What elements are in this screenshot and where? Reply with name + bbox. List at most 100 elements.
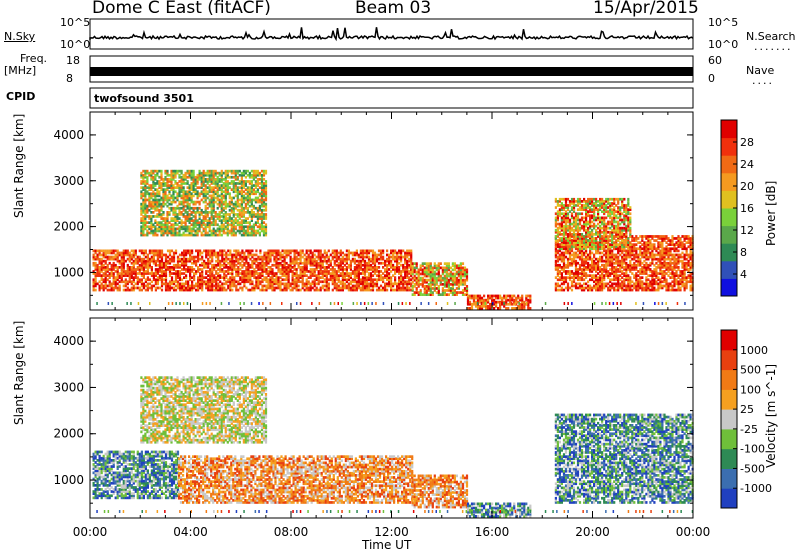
range-cell bbox=[92, 286, 95, 290]
range-cell bbox=[651, 247, 654, 251]
range-cell bbox=[325, 251, 328, 255]
range-cell bbox=[470, 305, 474, 308]
range-cell bbox=[597, 214, 600, 218]
range-cell bbox=[566, 286, 570, 290]
range-cell bbox=[689, 280, 692, 284]
range-cell bbox=[136, 257, 139, 261]
range-cell bbox=[643, 288, 646, 292]
range-cell bbox=[599, 278, 602, 282]
range-cell bbox=[259, 249, 262, 253]
range-cell bbox=[138, 249, 141, 253]
range-cell bbox=[476, 307, 480, 310]
range-cell bbox=[463, 293, 467, 296]
range-cell bbox=[601, 255, 604, 259]
range-cell bbox=[651, 249, 654, 253]
range-cell bbox=[170, 280, 174, 284]
range-cell bbox=[343, 253, 346, 257]
range-cell bbox=[319, 286, 322, 290]
range-cell bbox=[361, 288, 365, 292]
range-cell bbox=[404, 253, 407, 257]
range-cell bbox=[589, 218, 592, 222]
range-cell bbox=[406, 284, 409, 288]
range-cell bbox=[566, 263, 570, 267]
range-cell bbox=[681, 259, 684, 263]
range-cell bbox=[631, 280, 634, 284]
range-cell bbox=[231, 280, 234, 284]
range-cell bbox=[333, 272, 336, 275]
range-cell bbox=[617, 228, 620, 232]
range-cell bbox=[519, 298, 522, 302]
range-cell bbox=[568, 228, 572, 232]
range-cell bbox=[633, 257, 636, 261]
range-cell bbox=[377, 257, 381, 261]
range-cell bbox=[593, 276, 596, 279]
range-cell bbox=[515, 296, 518, 300]
range-cell bbox=[331, 249, 334, 253]
range-cell bbox=[659, 268, 662, 271]
range-cell bbox=[558, 245, 561, 249]
range-cell bbox=[645, 268, 648, 271]
range-cell bbox=[476, 305, 480, 308]
range-cell bbox=[102, 249, 105, 253]
range-cell bbox=[615, 268, 618, 271]
range-cell bbox=[623, 228, 626, 232]
range-cell bbox=[566, 247, 570, 251]
range-cell bbox=[605, 270, 608, 273]
range-cell bbox=[257, 261, 260, 265]
range-cell bbox=[599, 270, 602, 273]
range-cell bbox=[207, 259, 210, 263]
range-cell bbox=[239, 253, 242, 257]
range-cell bbox=[341, 278, 344, 282]
range-cell bbox=[562, 270, 566, 273]
range-cell bbox=[595, 261, 598, 265]
range-cell bbox=[333, 261, 336, 265]
range-cell bbox=[172, 251, 176, 255]
range-cell bbox=[353, 270, 356, 273]
range-cell bbox=[437, 268, 440, 272]
range-cell bbox=[98, 251, 101, 255]
range-cell bbox=[677, 282, 680, 286]
range-cell bbox=[631, 235, 634, 238]
range-cell bbox=[160, 263, 164, 267]
range-cell bbox=[112, 268, 115, 271]
range-cell bbox=[576, 200, 580, 203]
range-cell bbox=[617, 286, 620, 290]
range-cell bbox=[132, 259, 135, 263]
range-cell bbox=[205, 253, 208, 257]
range-cell bbox=[667, 284, 670, 288]
range-cell bbox=[146, 192, 149, 196]
range-cell bbox=[178, 257, 182, 261]
range-cell bbox=[144, 211, 147, 214]
range-cell bbox=[309, 270, 312, 273]
range-cell bbox=[148, 221, 151, 224]
range-cell bbox=[384, 276, 387, 279]
range-cell bbox=[617, 255, 620, 259]
range-cell bbox=[406, 272, 409, 275]
range-cell bbox=[566, 235, 570, 238]
range-cell bbox=[237, 272, 240, 275]
range-cell bbox=[645, 288, 648, 292]
range-cell bbox=[595, 202, 598, 205]
range-cell bbox=[671, 243, 674, 246]
range-cell bbox=[183, 261, 186, 265]
range-cell bbox=[404, 261, 407, 265]
range-cell bbox=[675, 243, 678, 246]
range-cell bbox=[507, 298, 510, 302]
range-cell bbox=[593, 266, 596, 269]
range-cell bbox=[639, 249, 642, 253]
range-cell bbox=[371, 261, 375, 265]
range-cell bbox=[325, 270, 328, 273]
range-cell bbox=[663, 284, 666, 288]
range-cell bbox=[189, 284, 192, 288]
range-cell bbox=[233, 278, 236, 282]
range-cell bbox=[225, 251, 228, 255]
range-cell bbox=[215, 280, 218, 284]
range-cell bbox=[140, 280, 143, 284]
range-cell bbox=[607, 237, 610, 240]
range-cell bbox=[593, 241, 596, 244]
range-cell bbox=[625, 261, 628, 265]
range-cell bbox=[181, 272, 184, 275]
range-cell bbox=[671, 276, 674, 279]
range-cell bbox=[377, 288, 381, 292]
range-cell bbox=[251, 255, 254, 259]
